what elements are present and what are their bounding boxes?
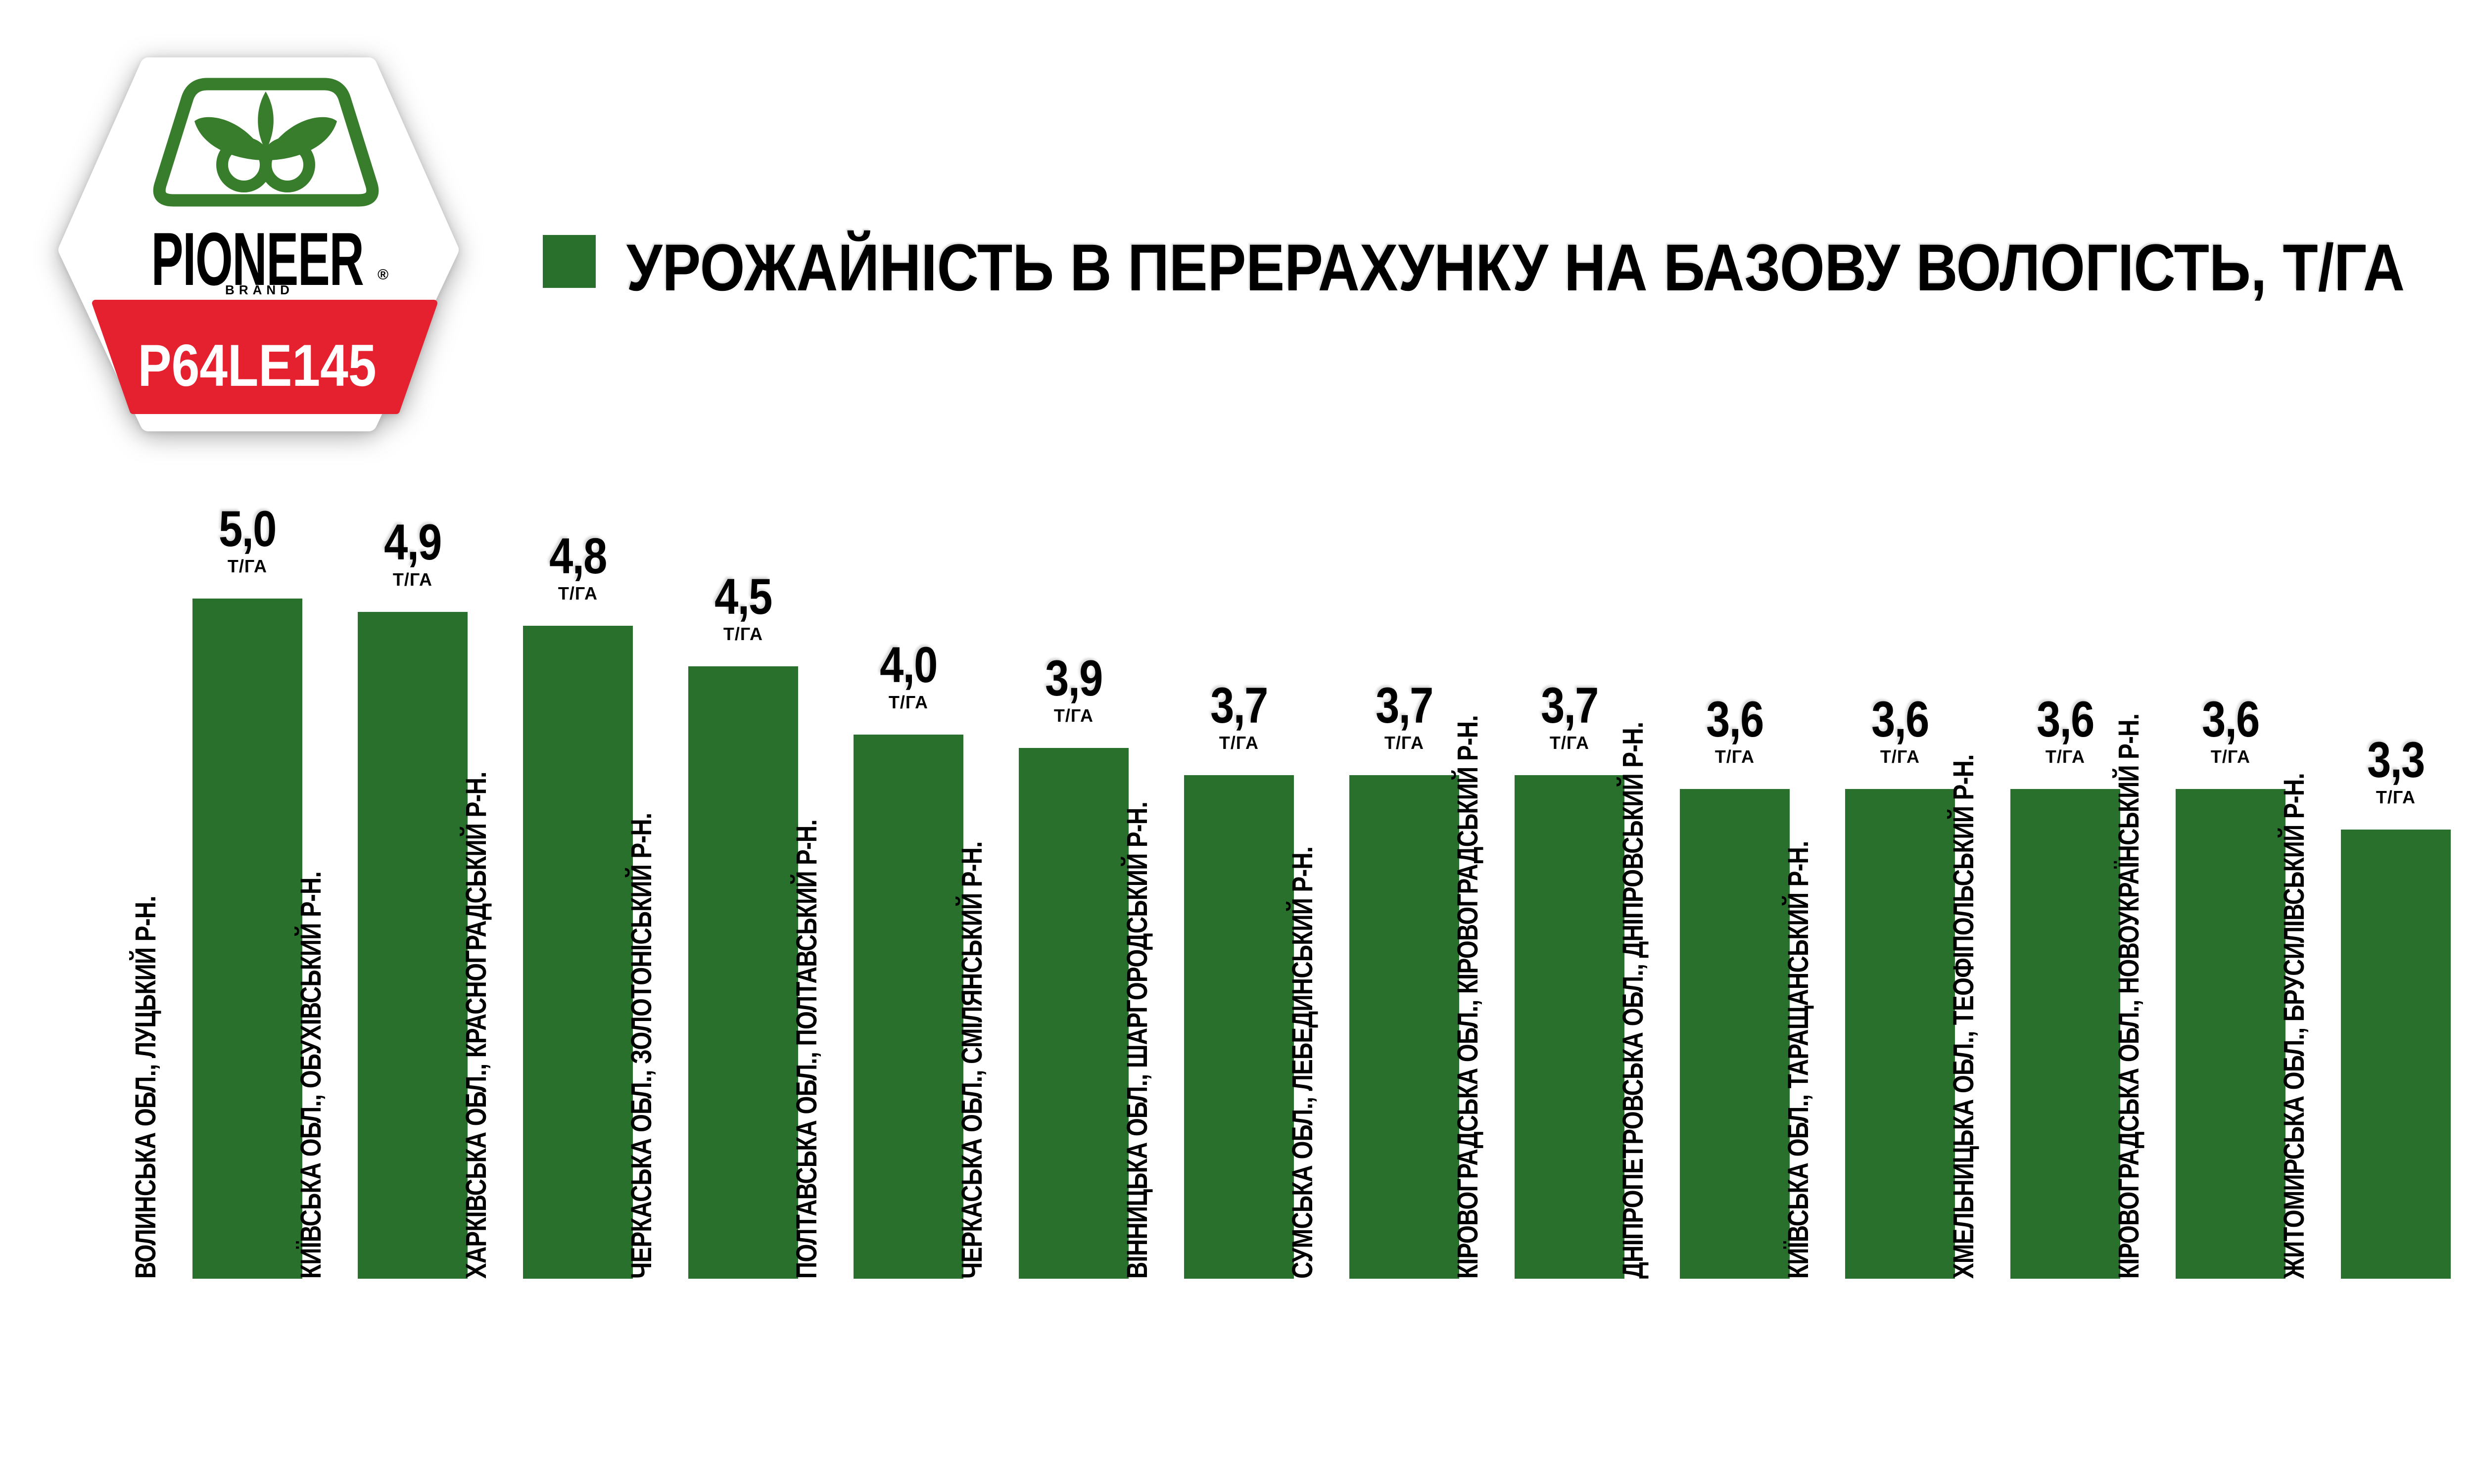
bar-value-unit: Т/ГА (2376, 787, 2416, 807)
bar-category-label: ВОЛИНСЬКА ОБЛ., ЛУЦЬКИЙ Р-Н. (130, 896, 162, 1279)
bar-category-label: КІРОВОГРАДСЬКА ОБЛ., КІРОВОГРАДСЬКИЙ Р-Н… (1452, 715, 1484, 1279)
bar-value-unit: Т/ГА (1880, 746, 1920, 767)
bar-value-group: 3,9 Т/ГА (975, 652, 1173, 727)
bar-value-group: 3,6 Т/ГА (2132, 693, 2330, 768)
bar (2010, 789, 2120, 1279)
bar (523, 626, 633, 1279)
bar-category-label: ДНІПРОПЕТРОВСЬКА ОБЛ., ДНІПРОВСЬКИЙ Р-Н. (1617, 722, 1649, 1279)
pioneer-trefoil-icon (153, 78, 379, 207)
bar (854, 735, 963, 1279)
registered-trademark-icon: ® (378, 267, 389, 283)
bar (688, 666, 798, 1279)
bar-category-label: КИЇВСЬКА ОБЛ., ТАРАЩАНСЬКИЙ Р-Н. (1782, 841, 1814, 1279)
bar-value-group: 5,0 Т/ГА (148, 503, 346, 578)
bar-value-unit: Т/ГА (392, 569, 433, 590)
bar-category-label: ЧЕРКАСЬКА ОБЛ., ЗОЛОТОНІСЬКИЙ Р-Н. (625, 813, 658, 1279)
bar (1680, 789, 1790, 1279)
bar-category-label: КІРОВОГРАДСЬКА ОБЛ., НОВОУКРАЇНСЬКИЙ Р-Н… (2113, 713, 2145, 1279)
bar-value-group: 4,5 Т/ГА (644, 570, 842, 646)
bar-value-group: 4,0 Т/ГА (809, 639, 1007, 714)
bar (358, 612, 468, 1279)
bar-value-group: 3,7 Т/ГА (1140, 679, 1338, 754)
bar-value: 3,6 (2202, 691, 2260, 747)
bar (1845, 789, 1955, 1279)
bar-value-group: 3,6 Т/ГА (1636, 693, 1834, 768)
bar-value-unit: Т/ГА (1384, 733, 1425, 753)
bar-value-unit: Т/ГА (1549, 733, 1590, 753)
bar (1349, 775, 1459, 1279)
bar-value-unit: Т/ГА (1053, 705, 1094, 726)
red-product-band (92, 300, 437, 414)
bar (192, 599, 302, 1279)
bar-value: 4,8 (549, 528, 607, 584)
product-code: P64LE145 (138, 332, 377, 399)
bar-value-group: 3,7 Т/ГА (1471, 679, 1668, 754)
bar-value: 3,7 (1541, 677, 1599, 734)
bar (2341, 830, 2451, 1279)
bar-value-unit: Т/ГА (723, 624, 763, 644)
bar (1184, 775, 1294, 1279)
bar-value: 3,9 (1045, 650, 1103, 706)
bar-value: 3,6 (1706, 691, 1764, 747)
bar-value: 3,3 (2367, 732, 2425, 788)
bar-value-unit: Т/ГА (1714, 746, 1755, 767)
bar-category-label: ЖИТОМИРСЬКА ОБЛ., БРУСИЛІВСЬКИЙ Р-Н. (2278, 773, 2310, 1279)
bar-category-label: СУМСЬКА ОБЛ., ЛЕБЕДИНСЬКИЙ Р-Н. (1286, 846, 1319, 1279)
registered-trademark-icon: ® (350, 193, 359, 207)
bar-value-group: 3,6 Т/ГА (1966, 693, 2164, 768)
bar-value: 3,6 (2037, 691, 2094, 747)
pioneer-badge-shape (58, 57, 459, 431)
bar-value-unit: Т/ГА (1219, 733, 1259, 753)
bar-value: 5,0 (219, 501, 277, 557)
bar-value-unit: Т/ГА (227, 556, 268, 576)
bar-category-label: ВІННИЦЬКА ОБЛ., ШАРГОРОДСЬКИЙ Р-Н. (1121, 802, 1153, 1279)
bar-value: 4,9 (384, 514, 442, 570)
bar (1515, 775, 1624, 1279)
bar-value-group: 3,3 Т/ГА (2297, 734, 2474, 809)
bar-value-unit: Т/ГА (558, 583, 598, 603)
bar-value-group: 3,6 Т/ГА (1801, 693, 1999, 768)
bar-value: 4,0 (880, 637, 938, 693)
bar-value-unit: Т/ГА (2045, 746, 2086, 767)
bar-value-group: 4,9 Т/ГА (314, 516, 512, 591)
pioneer-logo-badge: PIONEER ® ® BRAND P64LE145 (47, 46, 468, 431)
bar-value-group: 3,7 Т/ГА (1305, 679, 1503, 754)
chart-title: УРОЖАЙНІСТЬ В ПЕРЕРАХУНКУ НА БАЗОВУ ВОЛО… (626, 231, 2405, 305)
brand-subtitle: BRAND (225, 282, 294, 297)
bar-value: 3,7 (1376, 677, 1433, 734)
bar-value-unit: Т/ГА (2210, 746, 2251, 767)
bar-value-unit: Т/ГА (888, 692, 929, 712)
bar-value: 3,6 (1871, 691, 1929, 747)
bar (1019, 748, 1129, 1279)
legend-swatch (543, 235, 596, 288)
bar-value: 3,7 (1210, 677, 1268, 734)
bar-value-group: 4,8 Т/ГА (479, 530, 677, 605)
bar-value: 4,5 (714, 568, 772, 625)
bar-category-label: КИЇВСЬКА ОБЛ., ОБУХІВСЬКИЙ Р-Н. (295, 872, 327, 1279)
bar-category-label: ЧЕРКАСЬКА ОБЛ., СМІЛЯНСЬКИЙ Р-Н. (956, 841, 988, 1279)
pioneer-wordmark: PIONEER (151, 217, 364, 301)
bar-category-label: ПОЛТАВСЬКА ОБЛ., ПОЛТАВСЬКИЙ Р-Н. (791, 820, 823, 1279)
bar-category-label: ХМЕЛЬНИЦЬКА ОБЛ., ТЕОФІПОЛЬСЬКИЙ Р-Н. (1948, 754, 1980, 1279)
bar (2176, 789, 2285, 1279)
bar-category-label: ХАРКІВСЬКА ОБЛ., КРАСНОГРАДСЬКИЙ Р-Н. (460, 772, 492, 1279)
